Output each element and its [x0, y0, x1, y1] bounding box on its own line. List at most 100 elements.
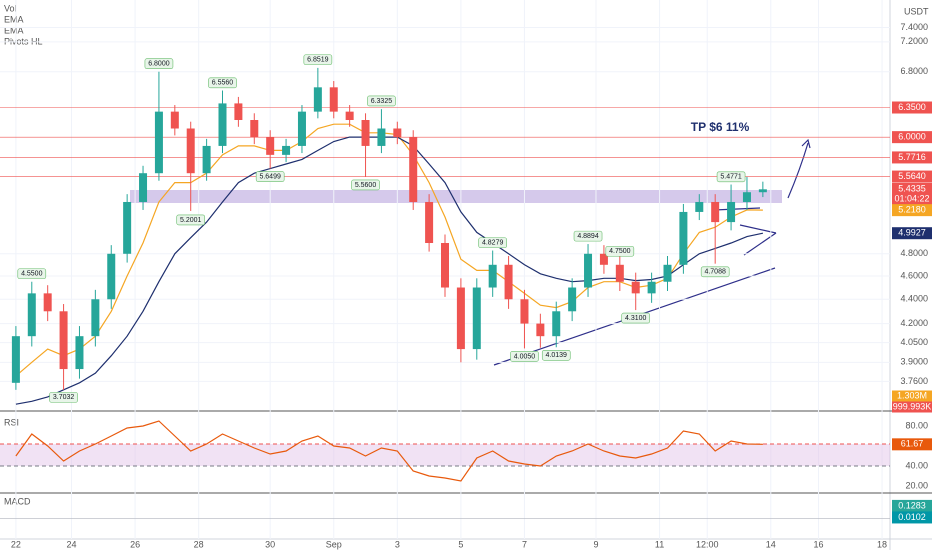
- volume-label: 999.993K: [893, 401, 932, 411]
- macd-box: [892, 499, 932, 512]
- y-tick-label: 4.8000: [900, 248, 928, 258]
- candle-body: [139, 173, 148, 202]
- y-tick-label: 6.8000: [900, 66, 928, 76]
- candle-body: [552, 311, 561, 337]
- ema-label: 5.2180: [898, 205, 926, 215]
- x-tick-label: 3: [395, 539, 400, 549]
- pivot-box: [208, 77, 237, 89]
- macd-box: [892, 511, 932, 524]
- pivot-box: [367, 95, 396, 107]
- pivot-label: 5.6499: [259, 173, 281, 180]
- pivot-label: 4.8279: [482, 240, 504, 247]
- pivot-label: 4.0139: [546, 352, 568, 359]
- pivot-box: [700, 266, 730, 278]
- price-label: 6.0000: [898, 132, 926, 142]
- candle-body: [615, 264, 624, 282]
- candle-body: [393, 128, 402, 138]
- resistance-zone: [130, 190, 782, 203]
- y-tick-label: 80.00: [905, 420, 928, 430]
- volume-label: 1.303M: [897, 390, 927, 400]
- volume-box: [892, 401, 932, 413]
- price-box: [892, 170, 932, 183]
- last-price-box: [892, 182, 932, 205]
- candle-body: [631, 281, 640, 294]
- pivot-box: [255, 171, 285, 182]
- candle-body: [361, 120, 370, 146]
- candle-body: [345, 111, 354, 121]
- x-tick-label: 12:00: [696, 539, 719, 549]
- pivot-box: [573, 230, 603, 242]
- candle-body: [504, 264, 513, 300]
- pivot-box: [716, 171, 746, 183]
- candle-body: [75, 336, 84, 370]
- candle-body: [472, 287, 481, 350]
- candle-body: [297, 111, 306, 146]
- candle-body: [186, 128, 195, 174]
- price-box: [892, 131, 932, 144]
- rsi-value-box: [892, 438, 932, 451]
- macd-label: 0.0102: [898, 512, 926, 522]
- candle-body: [329, 87, 338, 112]
- pivot-label: 4.7088: [704, 269, 726, 276]
- candle-body: [727, 201, 736, 223]
- y-tick-label: 4.0500: [900, 337, 928, 347]
- price-label: 6.3500: [898, 102, 926, 112]
- pivot-box: [510, 351, 539, 362]
- candle-body: [456, 287, 465, 350]
- price-label: 5.5640: [898, 171, 926, 181]
- rsi-line: [15, 420, 763, 482]
- x-tick-label: 16: [813, 539, 823, 549]
- annotation: TP $6 11%: [691, 120, 750, 134]
- pivot-label: 6.8000: [148, 61, 170, 68]
- y-tick-label: 4.6000: [900, 270, 928, 280]
- y-tick-label: 3.9000: [900, 357, 928, 367]
- ema-box: [892, 204, 932, 217]
- candle-body: [520, 299, 529, 324]
- pivot-box: [351, 179, 380, 191]
- pivot-label: 5.4771: [720, 174, 742, 181]
- candle-body: [282, 145, 291, 155]
- candle-body: [154, 111, 163, 174]
- candle-body: [377, 128, 386, 146]
- candle-body: [43, 293, 52, 312]
- candle-body: [488, 264, 497, 288]
- x-tick-label: 7: [522, 539, 527, 549]
- volume-box: [892, 390, 932, 402]
- y-tick-label: 7.4000: [900, 22, 928, 32]
- x-tick-label: 18: [877, 539, 887, 549]
- x-tick-label: 30: [265, 539, 275, 549]
- legend-entry: EMA: [4, 14, 24, 24]
- candle-body: [441, 243, 449, 288]
- x-tick-label: 24: [67, 539, 77, 549]
- candle-body: [711, 201, 720, 223]
- candle-body: [27, 293, 36, 337]
- pivot-label: 4.3100: [625, 315, 647, 322]
- x-tick-label: 26: [130, 539, 140, 549]
- pivot-label: 5.5600: [355, 182, 377, 189]
- trend-line: [713, 207, 761, 211]
- last-price-label: 5.4335: [898, 183, 926, 193]
- candle-body: [107, 253, 116, 300]
- macd-label: 0.1283: [898, 500, 926, 510]
- target-arrow: [787, 138, 811, 199]
- candle-body: [663, 264, 672, 282]
- candle-body: [742, 192, 751, 202]
- candle-body: [584, 253, 593, 288]
- candle-body: [679, 211, 688, 265]
- x-tick-label: 28: [194, 539, 204, 549]
- pane-title: MACD: [4, 496, 31, 506]
- candle-body: [647, 281, 656, 294]
- trend-line: [739, 224, 777, 234]
- pivot-label: 6.5560: [212, 80, 234, 87]
- pivot-box: [605, 245, 635, 257]
- pivot-label: 5.2001: [180, 217, 202, 224]
- ema-line: [15, 136, 764, 405]
- x-tick-label: 14: [766, 539, 776, 549]
- price-label: 5.7716: [898, 152, 926, 162]
- candle-body: [123, 201, 132, 254]
- candle-body: [250, 120, 259, 138]
- pivot-label: 6.8519: [307, 57, 329, 64]
- y-tick-label: 4.4000: [900, 294, 928, 304]
- pivot-box: [621, 312, 651, 324]
